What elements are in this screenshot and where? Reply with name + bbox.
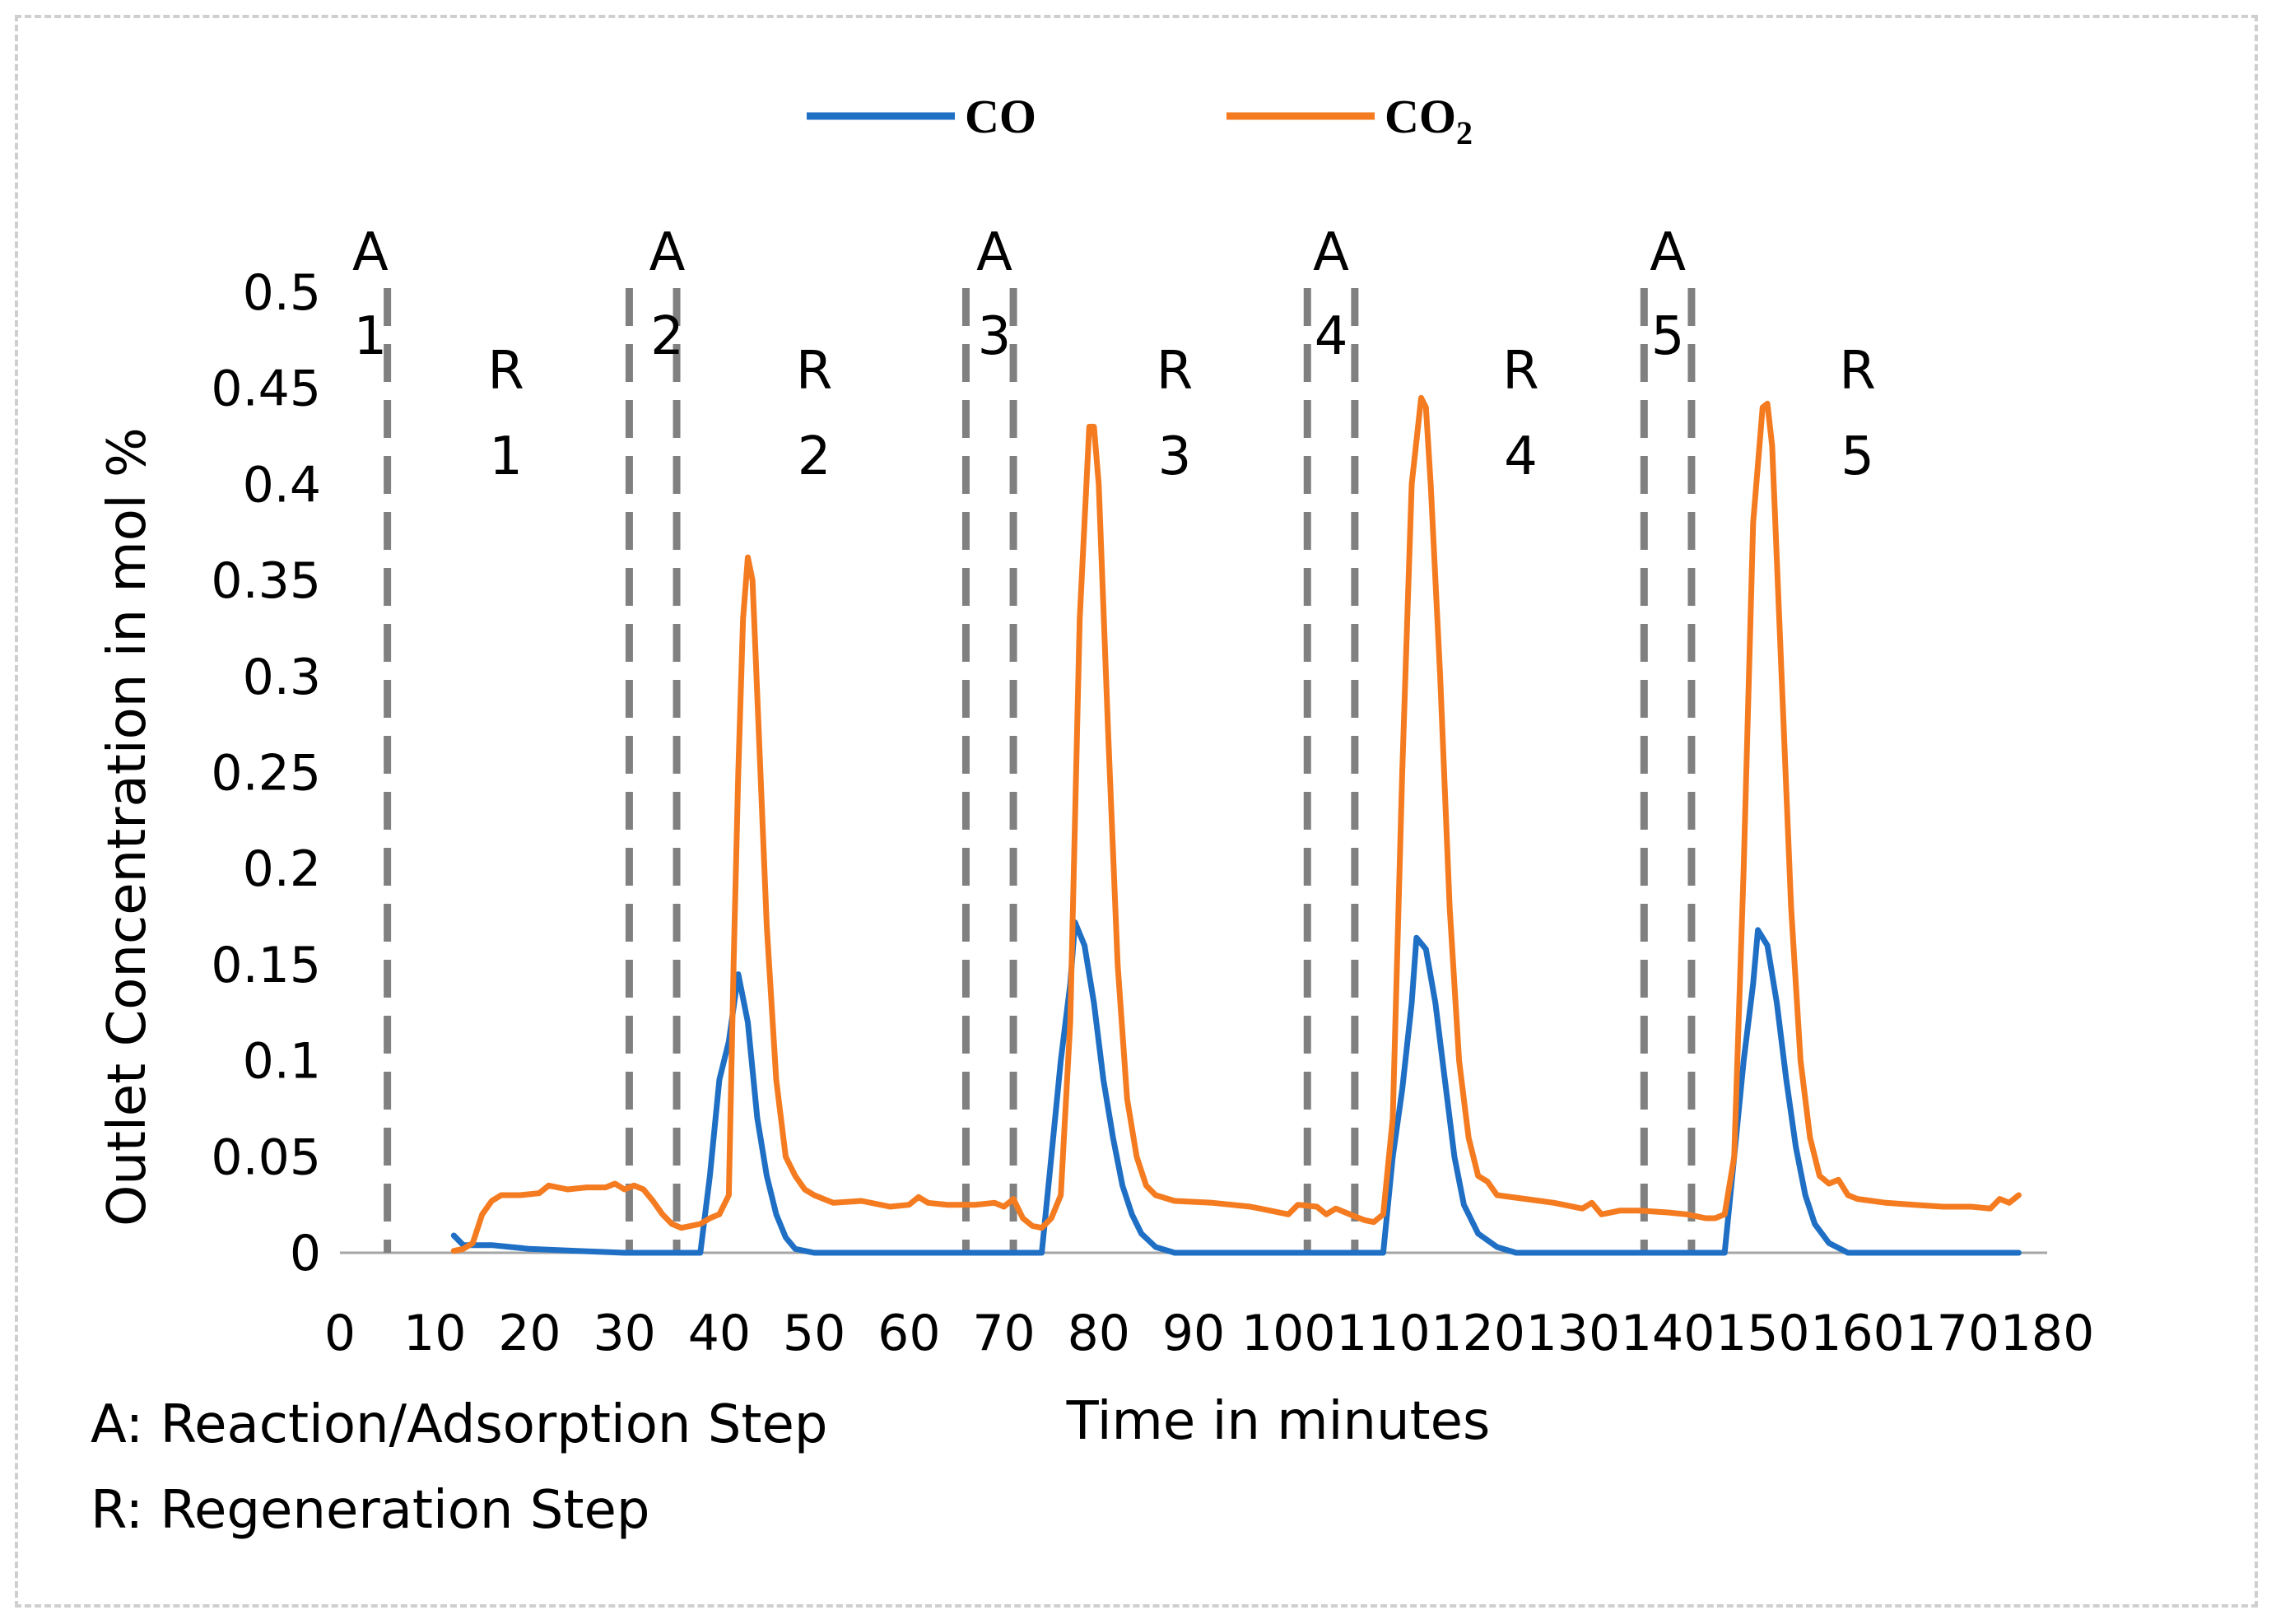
x-tick-label: 0 bbox=[324, 1305, 356, 1362]
phase-labels: A 1 R 1 A 2 R 2 A 3 R 3 A 4 R 4 A 5 R 5 bbox=[352, 222, 1876, 487]
x-tick-label: 10 bbox=[403, 1305, 466, 1362]
phase-label-number: 1 bbox=[489, 426, 523, 487]
x-tick-label: 140 bbox=[1621, 1305, 1715, 1362]
phase-label-number: 2 bbox=[798, 426, 831, 487]
phase-label-number: 5 bbox=[1841, 426, 1874, 487]
axes: 0 10 20 30 40 50 60 70 80 90 100 110 120 130 140 150 160… bbox=[211, 264, 2094, 1362]
legend-co2-text: CO bbox=[1385, 90, 1456, 143]
y-tick-label: 0 bbox=[290, 1225, 321, 1282]
phase-label-letter: R bbox=[1157, 341, 1193, 402]
y-tick-label: 0.15 bbox=[211, 937, 321, 994]
x-tick-label: 130 bbox=[1526, 1305, 1621, 1362]
phase-label-number: 2 bbox=[650, 306, 684, 367]
y-tick-label: 0.3 bbox=[243, 649, 321, 706]
y-tick-label: 0.2 bbox=[243, 840, 321, 898]
reference-lines bbox=[384, 288, 1696, 1253]
y-tick-label: 0.1 bbox=[243, 1033, 321, 1091]
phase-label-letter: R bbox=[1839, 341, 1875, 402]
phase-label-letter: A bbox=[1313, 222, 1349, 283]
y-tick-label: 0.5 bbox=[243, 264, 321, 322]
phase-label-letter: A bbox=[352, 222, 389, 283]
phase-label-number: 5 bbox=[1651, 306, 1685, 367]
y-tick-label: 0.35 bbox=[211, 552, 321, 610]
phase-label-letter: A bbox=[976, 222, 1012, 283]
x-tick-label: 90 bbox=[1162, 1305, 1225, 1362]
phase-label-number: 4 bbox=[1315, 306, 1348, 367]
x-axis-label: Time in minutes bbox=[1066, 1391, 1491, 1452]
series-group bbox=[450, 394, 2022, 1256]
phase-label-number: 1 bbox=[354, 306, 388, 367]
footnote-a: A: Reaction/Adsorption Step bbox=[91, 1394, 827, 1455]
y-tick-label: 0.4 bbox=[243, 456, 321, 514]
y-tick-label: 0.05 bbox=[211, 1128, 321, 1186]
x-tick-label: 100 bbox=[1241, 1305, 1336, 1362]
footnote-r: R: Regeneration Step bbox=[91, 1480, 650, 1541]
phase-label-letter: R bbox=[487, 341, 524, 402]
phase-label-letter: A bbox=[1650, 222, 1686, 283]
x-tick-label: 20 bbox=[498, 1305, 561, 1362]
x-tick-label: 30 bbox=[593, 1305, 655, 1362]
phase-label-number: 3 bbox=[1158, 426, 1192, 487]
x-tick-label: 150 bbox=[1715, 1305, 1810, 1362]
legend-co-label: CO bbox=[965, 90, 1036, 143]
x-tick-label: 110 bbox=[1336, 1305, 1431, 1362]
series-line-co bbox=[450, 919, 2022, 1256]
y-tick-label: 0.45 bbox=[211, 361, 321, 418]
x-tick-label: 160 bbox=[1810, 1305, 1905, 1362]
x-tick-label: 80 bbox=[1068, 1305, 1130, 1362]
phase-label-letter: A bbox=[649, 222, 686, 283]
series-line-co2 bbox=[450, 394, 2022, 1254]
phase-label-number: 4 bbox=[1504, 426, 1538, 487]
x-tick-label: 60 bbox=[877, 1305, 940, 1362]
x-tick-label: 120 bbox=[1431, 1305, 1525, 1362]
phase-label-number: 3 bbox=[978, 306, 1012, 367]
y-axis-label: Outlet Concentration in mol % bbox=[97, 427, 158, 1226]
legend-co2-label: CO2 bbox=[1385, 90, 1473, 151]
x-tick-label: 180 bbox=[2000, 1305, 2095, 1362]
x-tick-label: 40 bbox=[688, 1305, 751, 1362]
legend: CO CO2 bbox=[807, 90, 1473, 151]
phase-label-letter: R bbox=[1502, 341, 1538, 402]
phase-label-letter: R bbox=[796, 341, 832, 402]
y-tick-label: 0.25 bbox=[211, 745, 321, 803]
x-tick-label: 50 bbox=[783, 1305, 845, 1362]
x-tick-label: 70 bbox=[972, 1305, 1035, 1362]
figure-frame bbox=[15, 15, 2258, 1608]
legend-co2-subscript: 2 bbox=[1456, 114, 1473, 151]
x-tick-label: 170 bbox=[1906, 1305, 2000, 1362]
